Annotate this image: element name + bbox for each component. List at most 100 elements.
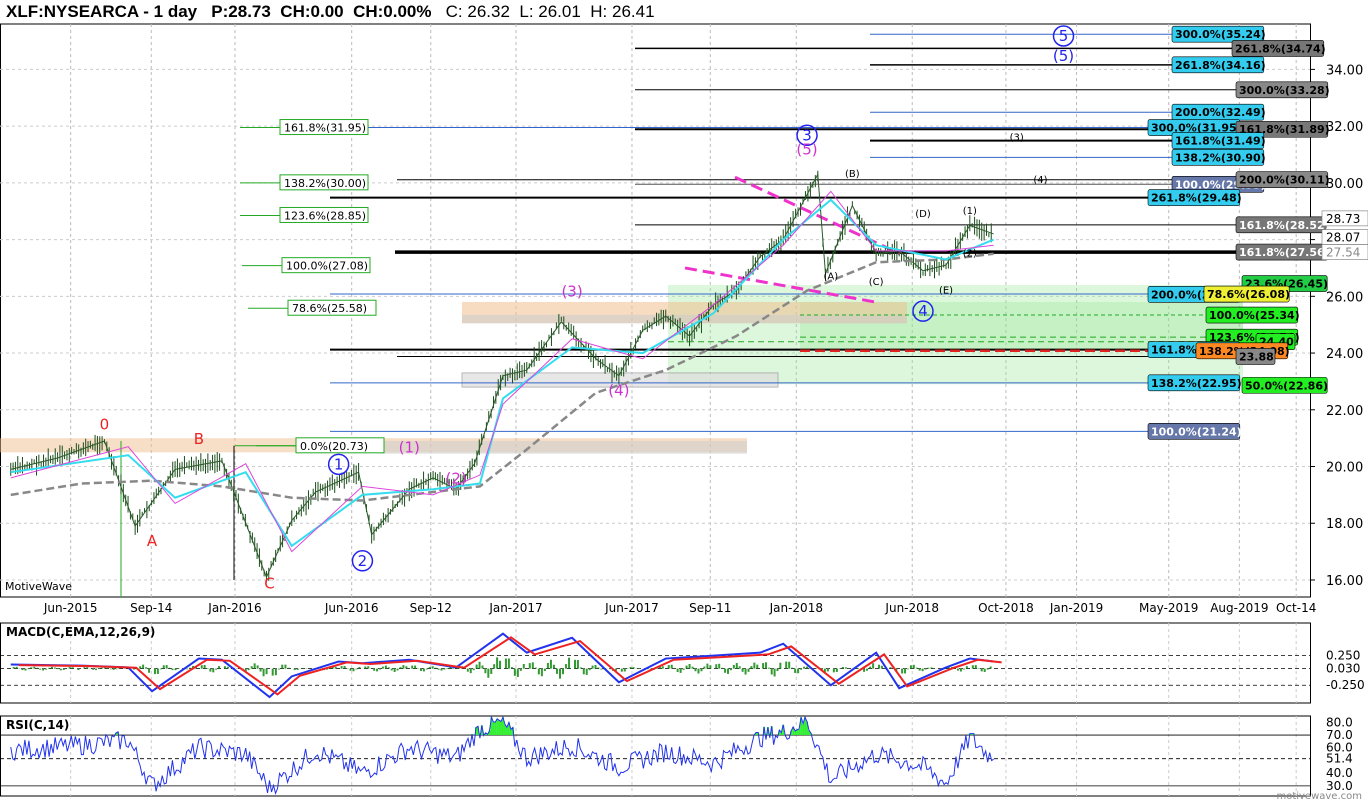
brand-label: MotiveWave	[5, 580, 73, 593]
wave-label: (5)	[1053, 47, 1074, 65]
last-price-box	[1321, 210, 1368, 227]
wave-label: 5	[1059, 27, 1069, 45]
fib-right-label: 300.0%(33.28)	[1239, 84, 1330, 97]
fib-right-label-box	[1235, 171, 1329, 189]
fib-left-label-box	[279, 174, 369, 191]
macd-tick-label: -0.250	[1326, 678, 1365, 692]
time-tick-label: Sep-11	[689, 601, 731, 615]
macd-title: MACD(C,EMA,12,26,9)	[6, 625, 155, 639]
fib-left-label: 78.6%(25.58)	[292, 302, 367, 315]
macd-panel-frame	[0, 622, 1311, 704]
fib-zones	[0, 284, 1243, 454]
fib-right-label-box	[1171, 25, 1265, 43]
time-tick-label: Jun-2015	[43, 601, 98, 615]
ema-fast-line	[10, 198, 995, 548]
fib-right-label: 300.0%(31.95)	[1151, 122, 1242, 135]
last-price-box	[1321, 244, 1368, 260]
fib-right-label-box	[1147, 374, 1241, 392]
rsi-tick-label: 30.0	[1326, 779, 1353, 793]
time-tick-label: Jun-2016	[324, 601, 379, 615]
price-tick-label: 16.00	[1326, 574, 1363, 589]
wave-label: (4)	[608, 382, 629, 400]
time-tick-label: Sep-12	[410, 601, 452, 615]
chart-header: XLF:NYSEARCA - 1 day P:28.73 CH:0.00 CH:…	[6, 2, 655, 22]
fib-left-label: 161.8%(31.95)	[284, 122, 366, 135]
fib-right-label-box	[1241, 377, 1328, 394]
wave-label-small: (C)	[869, 277, 884, 288]
last-price-label: 28.07	[1326, 231, 1360, 245]
wave-label-small: (D)	[915, 209, 931, 220]
fib-right-label: 23.88	[1239, 350, 1274, 363]
time-tick-label: May-2019	[1139, 601, 1198, 615]
fib-right-label: 161.8%(28.52)	[1239, 219, 1330, 232]
header-price: P:28.73	[211, 2, 271, 21]
fib-right-label: 100.0%(21.24)	[1151, 425, 1242, 438]
price-tick-label: 34.00	[1326, 63, 1363, 78]
rsi-tick-label: 70.0	[1326, 728, 1353, 742]
fib-right-label-box	[1171, 132, 1265, 149]
wave-label-small: (E)	[939, 285, 953, 296]
zone-gray-upper	[462, 314, 907, 324]
fib-right-label-box	[1147, 189, 1241, 206]
price-tick-label: 30.00	[1326, 177, 1363, 192]
macd-line	[10, 632, 994, 699]
fib-right-label: 100.0%(25.34)	[1209, 309, 1300, 322]
wave-circle	[351, 550, 374, 572]
header-high: H: 26.41	[590, 2, 655, 21]
price-panel-frame	[0, 23, 1311, 598]
triangle-lower	[684, 266, 876, 304]
time-tick-label: Jun-2017	[604, 601, 659, 615]
last-price-label: 27.54	[1326, 246, 1360, 260]
wave-label: (1)	[399, 438, 420, 456]
fib-left-label-box	[279, 206, 369, 223]
price-tick-label: 24.00	[1326, 347, 1363, 362]
right-labels: 161.8%(31.95) 138.2%(30.00) 123.6%(28.85) 1…	[279, 25, 1368, 454]
fib-right-label-box	[1231, 40, 1325, 57]
rsi-tick-label: 80.0	[1326, 715, 1353, 729]
fib-right-label: 161.8%(31.49)	[1175, 135, 1266, 148]
price-series	[10, 170, 995, 582]
wave-label: B	[194, 430, 204, 448]
fib-left-label-box	[281, 257, 371, 274]
fib-left-label: 138.2%(30.00)	[284, 177, 366, 190]
fib-left-label: 100.0%(27.08)	[286, 260, 368, 273]
rsi-line	[10, 715, 994, 795]
fib-right-label: 200.0%(32.49)	[1175, 106, 1266, 119]
header-symbol: XLF:NYSEARCA - 1 day	[6, 2, 198, 21]
time-tick-label: Sep-14	[130, 601, 172, 615]
wave-label: 1	[334, 455, 344, 473]
wave-label: C	[264, 574, 274, 592]
wave-label-small: (B)	[845, 169, 860, 180]
wave-circle	[327, 453, 350, 476]
target-zone-green	[668, 284, 1243, 385]
wave-label: A	[147, 532, 158, 550]
ma-magenta-line	[10, 190, 994, 553]
header-low: L: 26.01	[519, 2, 581, 21]
wave-label-small: (3)	[1010, 132, 1024, 143]
rsi-panel-frame	[0, 715, 1311, 797]
fib-right-label: 138.2%(22.95)	[1151, 377, 1242, 390]
time-tick-label: Jan-2018	[769, 601, 823, 615]
fib-lines	[120, 33, 1240, 597]
wave-label: (5)	[796, 140, 817, 158]
fib-right-label: 261.8%(34.74)	[1235, 42, 1326, 55]
macd-tick-label: 0.250	[1326, 649, 1360, 663]
fib-right-label: 50.0%(22.86)	[1245, 379, 1328, 392]
time-tick-label: Aug-2019	[1210, 601, 1268, 615]
zone-gray-lower	[380, 440, 747, 454]
wave-label: 2	[358, 552, 368, 570]
fib-right-label: 161.8%(27.56)	[1239, 246, 1330, 259]
wave-label-small: (A)	[824, 271, 839, 282]
price-tick-label: 20.00	[1326, 461, 1363, 476]
fib-right-label: 78.6%(26.08)	[1207, 288, 1290, 301]
wave-label: 3	[802, 126, 812, 144]
price-tick-label: 22.00	[1326, 404, 1363, 419]
fib-right-label-box	[1235, 348, 1276, 365]
fib-left-label-box	[279, 119, 369, 136]
sma-slow-line	[10, 252, 994, 502]
rsi-tick-label: 51.4	[1326, 752, 1353, 766]
wave-labels: 0ABC12(1)(2)(3)(4)3(5)45(5)(A)(B)(C)(D)(…	[100, 25, 1075, 592]
